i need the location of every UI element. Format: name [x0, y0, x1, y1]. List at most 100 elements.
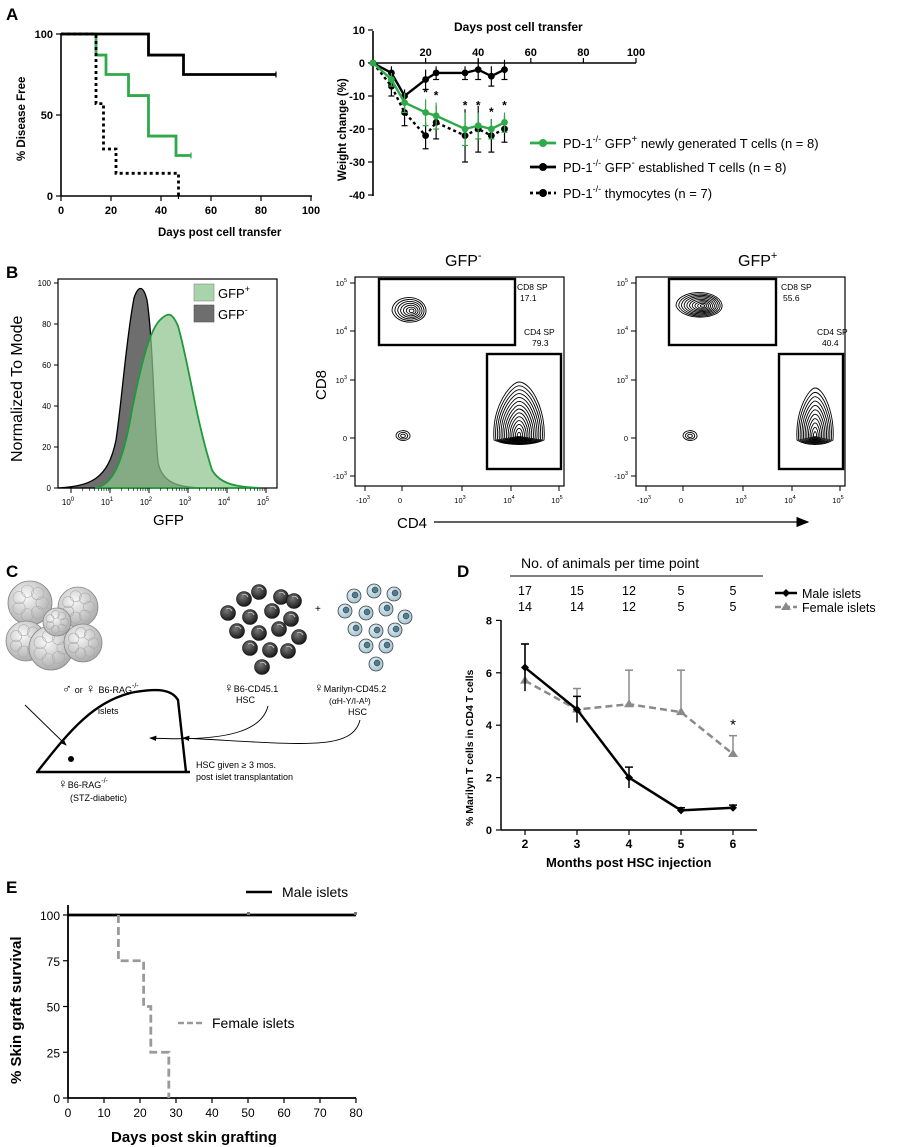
- dn-population-contours: [682, 430, 698, 441]
- hsc1-label: ♀B6-CD45.1: [224, 680, 278, 695]
- x-tick-label: -103: [637, 495, 651, 505]
- contour-title: GFP-: [445, 250, 482, 270]
- dn-contour: [397, 431, 409, 440]
- data-point: [388, 76, 395, 83]
- hsc-nucleus: [247, 642, 255, 647]
- hsc-cell: [242, 640, 258, 656]
- data-point: [474, 122, 482, 130]
- y-tick-label: 2: [486, 773, 492, 785]
- male-count: 12: [622, 584, 636, 598]
- female-count: 12: [622, 600, 636, 614]
- cd4-axis-label: CD4: [397, 515, 427, 532]
- data-point: [677, 806, 685, 815]
- hsc-nucleus: [373, 659, 381, 667]
- x-tick-label: 5: [678, 837, 685, 851]
- cd4-contour: [796, 387, 834, 445]
- cd8-contour: [394, 299, 425, 321]
- cd4-contour: [504, 404, 534, 442]
- legend-male-label: Male islets: [802, 587, 861, 601]
- y-tick-label: 60: [42, 361, 51, 370]
- x-tick-label: 0: [398, 496, 402, 505]
- x-axis-label: Days post skin grafting: [111, 1129, 277, 1146]
- data-point: [432, 112, 440, 120]
- legend-male-label: Male islets: [282, 884, 348, 900]
- cd4-population-contours: [796, 387, 834, 445]
- y-axis-ticks: 0 50 100: [35, 29, 61, 203]
- hsc1-transfer-arrow: [149, 705, 269, 742]
- data-point: [422, 109, 429, 116]
- x-axis-label: Months post HSC injection: [546, 855, 711, 870]
- hsc-nucleus: [278, 591, 286, 596]
- x-tick-label: 40: [472, 47, 484, 59]
- legend-swatch-gfp-negative: [193, 304, 215, 323]
- cd4-contour: [506, 408, 533, 441]
- y-tick-label: 100: [40, 909, 60, 923]
- hsc-nucleus: [363, 608, 371, 616]
- cd8-gate-value: 17.1: [520, 293, 537, 303]
- hsc-nucleus: [276, 623, 284, 628]
- cd8-contour: [405, 306, 417, 315]
- islets-illustration: [5, 580, 103, 671]
- y-tick-label: -20: [349, 124, 365, 136]
- x-tick-label: 100: [627, 47, 645, 59]
- data-point: [624, 699, 634, 708]
- x-tick-label: 60: [277, 1106, 291, 1120]
- cd4-sp-gate: [777, 352, 845, 471]
- cd4-contour: [513, 423, 525, 439]
- hsc-cell: [273, 589, 289, 605]
- islet-cell: [51, 610, 60, 619]
- contour-plot-gfp-positive: GFP+ CD8 SP 55.6 CD4 SP 40.4 -103 0 103 104…: [614, 250, 848, 505]
- x-tick-label: 104: [218, 497, 231, 507]
- legend-gfp-positive: GFP+: [218, 284, 250, 301]
- cd8-sp-gate: [377, 277, 517, 347]
- cd8-contour: [678, 293, 721, 317]
- y-tick-label: 25: [47, 1046, 61, 1060]
- hsc1-label-line2: HSC: [236, 695, 256, 705]
- cd4-contour: [812, 431, 818, 438]
- data-point: [501, 119, 508, 126]
- islet-cell: [67, 641, 80, 654]
- weight-series: * * * * * *: [369, 59, 508, 163]
- x-tick-label: 60: [525, 47, 537, 59]
- cd4-contour: [803, 405, 827, 442]
- cd8-gate-label: CD8 SP: [781, 282, 812, 292]
- islet-cell: [35, 596, 49, 610]
- y-axis-ticks: 0 25 50 75 100: [40, 909, 68, 1106]
- hsc-nucleus: [269, 605, 277, 610]
- significance-star: *: [730, 717, 736, 734]
- marilyn-legend: Male islets Female islets: [775, 587, 876, 615]
- hsc-cell: [291, 629, 307, 645]
- hsc-cell: [271, 621, 287, 637]
- hsc-cell: [220, 605, 236, 621]
- x-tick-label: 103: [179, 497, 192, 507]
- x-tick-label: 80: [255, 205, 267, 217]
- cd4-contour: [500, 396, 538, 443]
- cd8-contour: [680, 294, 719, 316]
- cd4-contour: [497, 389, 542, 444]
- islet-cell: [75, 647, 87, 659]
- cd4-contour: [498, 393, 540, 444]
- y-tick-label: 8: [486, 615, 492, 627]
- plus-sign: +: [315, 604, 321, 615]
- islet-cell: [33, 636, 47, 650]
- hsc-nucleus: [256, 586, 264, 591]
- data-point: [422, 76, 429, 83]
- islet-cell: [20, 584, 34, 598]
- hsc-nucleus: [285, 645, 293, 650]
- hsc-nucleus: [391, 589, 399, 597]
- panel-label-a: A: [6, 5, 18, 24]
- x-axis-ticks: 2 3 4 5 6: [522, 830, 737, 851]
- skin-graft-chart: 0 10 20 30 40 50 60 70 80 0 25 50 75 100 Days post s…: [8, 905, 363, 1146]
- x-tick-label: 100: [62, 497, 75, 507]
- x-tick-label: 6: [730, 837, 737, 851]
- hsc-nucleus: [247, 611, 255, 616]
- histogram-x-ticks: 100 101 102 103 104 105: [62, 488, 270, 507]
- cd4-contour: [798, 391, 832, 445]
- legend-male-marker: [782, 589, 790, 597]
- male-count: 17: [518, 584, 532, 598]
- survival-line-1: [61, 32, 191, 157]
- islet-cell: [68, 632, 80, 644]
- islet-cell: [31, 587, 45, 601]
- legend-label-3: PD-1-/- thymocytes (n = 7): [563, 184, 712, 201]
